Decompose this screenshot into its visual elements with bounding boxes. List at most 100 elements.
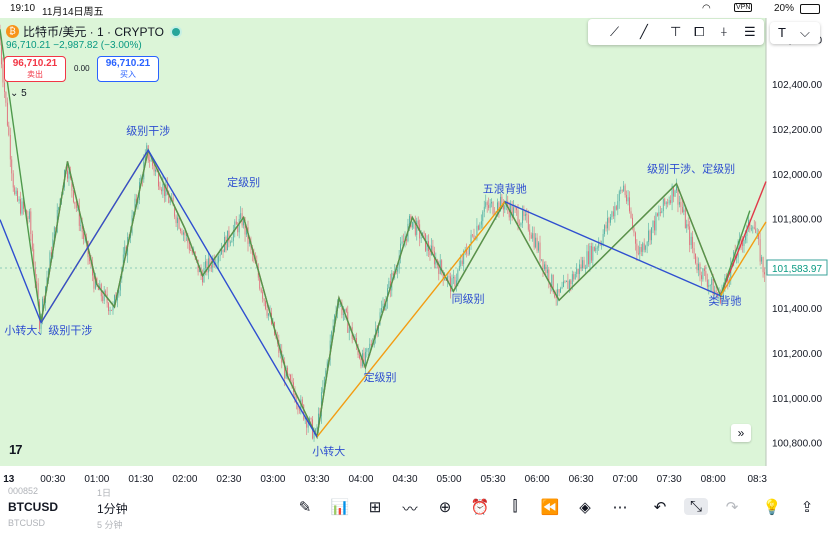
candle-body bbox=[23, 201, 24, 209]
candle-body bbox=[492, 201, 494, 214]
chart-area[interactable]: 级别干涉延伸浪、小转大、级别干涉定级别小转大定级别五浪背驰同级别级别干涉、定级别… bbox=[0, 18, 828, 492]
candle-body bbox=[435, 259, 437, 265]
candle-body bbox=[698, 263, 699, 271]
candle-body bbox=[3, 82, 5, 92]
candle-body bbox=[174, 205, 176, 217]
candle-body bbox=[573, 274, 575, 280]
indicator-toggle[interactable]: ⌄ 5 bbox=[10, 88, 27, 99]
indicators-icon[interactable]: 📊 bbox=[330, 499, 350, 516]
candle-body bbox=[403, 241, 404, 243]
sell-button[interactable]: 96,710.21 卖出 bbox=[4, 56, 66, 82]
candle-body bbox=[454, 276, 456, 287]
candle-body bbox=[187, 235, 189, 243]
candle-body bbox=[560, 288, 561, 293]
rectangle-icon[interactable]: ⧠ bbox=[694, 24, 705, 39]
candle-body bbox=[502, 204, 504, 210]
candles-icon[interactable]: ⫿ bbox=[512, 498, 518, 515]
interval-picker[interactable]: 1分钟 bbox=[97, 502, 128, 516]
battery-icon bbox=[800, 4, 820, 14]
candle-body bbox=[315, 429, 316, 433]
candle-body bbox=[219, 254, 221, 257]
pencil-icon[interactable]: ✎ bbox=[298, 499, 312, 516]
replay-icon[interactable]: ⏪ bbox=[540, 499, 560, 516]
candle-body bbox=[381, 308, 382, 313]
x-tick-label: 04:30 bbox=[392, 474, 417, 485]
ideas-icon[interactable]: 💡 bbox=[762, 499, 782, 516]
x-tick-label: 01:30 bbox=[128, 474, 153, 485]
candle-body bbox=[620, 190, 622, 192]
candle-body bbox=[607, 218, 608, 229]
candle-body bbox=[670, 200, 672, 203]
candle-body bbox=[284, 362, 286, 379]
candle-body bbox=[634, 232, 636, 244]
annotation-0: 级别干涉 bbox=[126, 123, 170, 137]
candle-body bbox=[2, 64, 4, 83]
candle-body bbox=[294, 392, 296, 402]
layers-icon[interactable]: ◈ bbox=[579, 499, 591, 516]
candle-body bbox=[180, 228, 181, 231]
candle-body bbox=[542, 259, 544, 270]
candle-body bbox=[80, 225, 82, 227]
more-icon[interactable]: ⋯ bbox=[612, 499, 628, 516]
undo-icon[interactable]: ↶ bbox=[653, 499, 667, 516]
annotation-6: 同级别 bbox=[452, 292, 485, 305]
chart-type-icon[interactable]: 〰 bbox=[402, 501, 418, 518]
ray-line-icon[interactable]: ╱ bbox=[640, 24, 648, 39]
annotation-2: 定级别 bbox=[227, 175, 260, 189]
candle-body bbox=[58, 207, 60, 210]
candle-body bbox=[485, 202, 487, 207]
symbol-picker[interactable]: BTCUSD bbox=[8, 500, 58, 514]
scroll-to-latest-button[interactable]: » bbox=[731, 424, 751, 442]
plot-background bbox=[0, 18, 766, 466]
candle-body bbox=[632, 217, 633, 228]
drawing-toolbar[interactable]: ⟋ ╱ ⊤ ⧠ ⍭ ☰ bbox=[588, 19, 764, 45]
alarm-icon[interactable]: ⏰ bbox=[470, 499, 490, 516]
candle-body bbox=[645, 245, 647, 250]
candle-body bbox=[752, 227, 754, 229]
text-tool-icon[interactable]: T bbox=[778, 25, 786, 40]
pattern-icon[interactable]: ⍭ bbox=[720, 24, 728, 39]
candle-body bbox=[611, 211, 613, 218]
candle-body bbox=[203, 268, 205, 283]
candle-body bbox=[522, 210, 523, 224]
candle-body bbox=[366, 348, 368, 352]
layout-grid-icon[interactable]: ⊞ bbox=[368, 499, 382, 516]
candle-body bbox=[414, 220, 416, 235]
candle-body bbox=[453, 276, 454, 279]
candle-body bbox=[476, 225, 478, 239]
fullscreen-exit-icon[interactable]: ⤡ bbox=[684, 498, 708, 515]
buy-button[interactable]: 96,710.21 买入 bbox=[97, 56, 159, 82]
candle-body bbox=[633, 227, 635, 233]
symbol-header[interactable]: ₿ 比特币/美元 · 1 · CRYPTO bbox=[6, 23, 180, 40]
candle-body bbox=[563, 281, 564, 288]
candle-body bbox=[579, 264, 581, 275]
candle-body bbox=[216, 262, 218, 264]
candle-body bbox=[472, 234, 473, 236]
x-tick-label: 01:00 bbox=[84, 474, 109, 485]
candle-body bbox=[463, 250, 465, 264]
trend-line-icon[interactable]: ⟋ bbox=[610, 24, 620, 39]
share-icon[interactable]: ⇪ bbox=[800, 499, 814, 516]
chevron-down-icon[interactable]: ⌵ bbox=[800, 25, 810, 40]
drawing-line-3 bbox=[316, 201, 506, 438]
toolbar-more[interactable]: T ⌵ bbox=[770, 22, 820, 44]
candle-body bbox=[530, 234, 532, 239]
candle-body bbox=[209, 258, 211, 266]
battery-percent: 20% bbox=[774, 3, 795, 14]
wifi-icon: ◠ bbox=[702, 3, 711, 14]
fib-icon[interactable]: ☰ bbox=[744, 24, 756, 39]
candle-body bbox=[533, 233, 535, 248]
bitcoin-icon: ₿ bbox=[6, 25, 19, 38]
status-time: 19:10 bbox=[10, 3, 36, 14]
symbol-title[interactable]: 比特币/美元 · 1 · CRYPTO bbox=[23, 25, 164, 39]
price-chart[interactable]: 级别干涉延伸浪、小转大、级别干涉定级别小转大定级别五浪背驰同级别级别干涉、定级别… bbox=[0, 18, 828, 492]
x-tick-label: 13 bbox=[3, 474, 15, 485]
candle-body bbox=[240, 213, 242, 219]
tradingview-logo: 17 bbox=[9, 442, 23, 457]
candle-body bbox=[99, 284, 101, 291]
vertical-line-icon[interactable]: ⊤ bbox=[670, 24, 682, 39]
status-date: 11月14日周五 bbox=[42, 7, 104, 18]
redo-icon[interactable]: ↷ bbox=[725, 499, 739, 516]
add-icon[interactable]: ⊕ bbox=[438, 499, 452, 516]
candle-body bbox=[322, 387, 324, 393]
